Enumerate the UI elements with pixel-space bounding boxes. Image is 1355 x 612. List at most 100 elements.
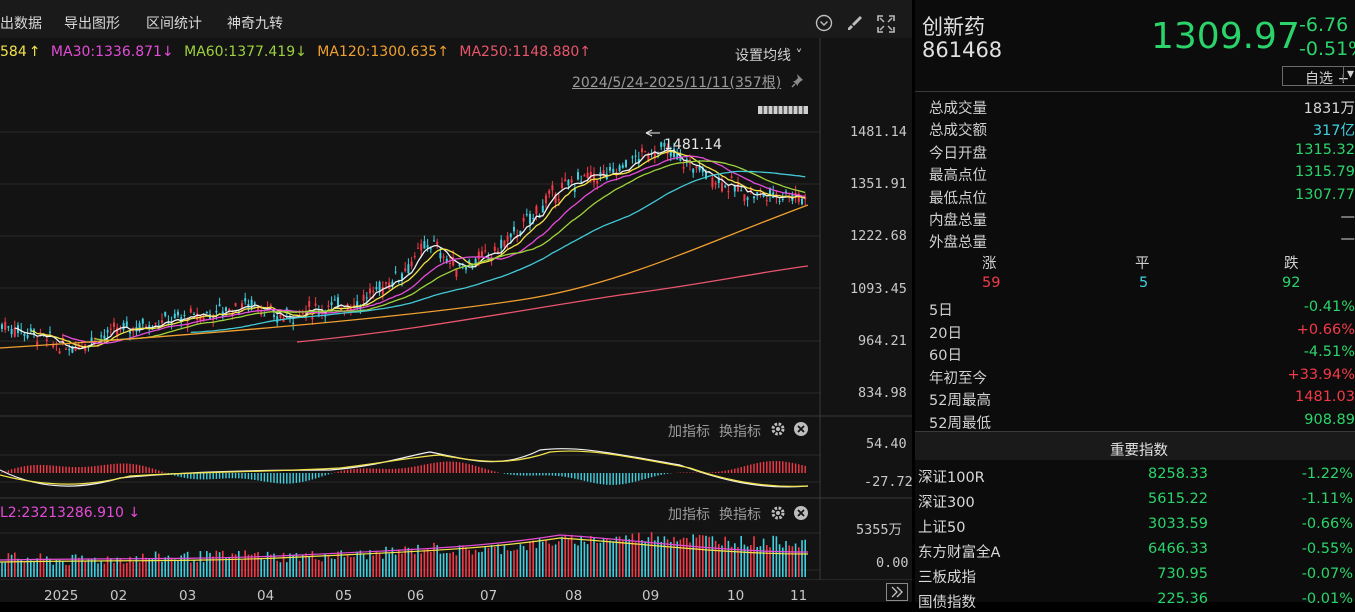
chart-area[interactable]: 出数据 导出图形 区间统计 神奇九转 584↑ MA30:1336.871↓ M…	[0, 0, 912, 602]
candle-body	[436, 242, 438, 245]
index-change-pct: -1.22%	[1302, 466, 1353, 482]
candle-body	[107, 330, 109, 332]
high-marker-label: 1481.14	[664, 137, 722, 153]
candle-body	[548, 191, 550, 194]
candle-body	[449, 263, 451, 264]
volume-close-icon[interactable]	[793, 505, 809, 521]
volume-axis-tick: 5355万	[856, 518, 902, 538]
candle-body	[641, 148, 643, 152]
period-return-row: 20日 +0.66%	[915, 319, 1355, 341]
candle-body	[292, 323, 294, 324]
volume-header-value: L2:23213286.910	[0, 505, 124, 521]
volume-settings-gear-icon[interactable]	[770, 505, 786, 521]
index-price: 8258.33	[1148, 466, 1208, 482]
candle-body	[625, 160, 627, 167]
candle-body	[510, 234, 512, 238]
period-label: 20日	[929, 322, 962, 343]
candle-body	[363, 295, 365, 301]
candle-body	[529, 214, 531, 224]
candle-body	[119, 329, 121, 330]
price-axis-tick: 1481.14	[850, 124, 907, 140]
index-change-pct: -0.01%	[1302, 591, 1353, 607]
index-row[interactable]: 国债指数 225.36 -0.01%	[918, 587, 1355, 612]
candle-body	[430, 248, 432, 249]
candle-body	[337, 297, 339, 306]
scroll-right-icon[interactable]	[886, 583, 908, 601]
candle-body	[315, 304, 317, 306]
stat-row: 内盘总量 —	[915, 206, 1355, 228]
volume-header-arrow: ↓	[128, 505, 140, 521]
candle-body	[331, 302, 333, 305]
candle-body	[692, 169, 694, 173]
candle-body	[404, 268, 406, 271]
candle-body	[103, 336, 105, 339]
period-value: -0.41%	[1304, 299, 1355, 315]
candle-body	[721, 183, 723, 191]
index-name: 上证50	[918, 516, 965, 537]
price-axis-tick: 1351.91	[850, 176, 907, 192]
candle-body	[603, 170, 605, 177]
period-label: 52周最低	[929, 412, 991, 433]
index-row[interactable]: 东方财富全A 6466.33 -0.55%	[918, 537, 1355, 562]
candle-body	[420, 244, 422, 251]
volume-add-indicator-button[interactable]: 加指标	[668, 504, 710, 524]
candle-body	[270, 305, 272, 306]
candle-body	[583, 175, 585, 176]
candle-body	[564, 179, 566, 181]
macd-settings-gear-icon[interactable]	[770, 421, 786, 437]
security-code: 861468	[922, 38, 1002, 62]
macd-add-indicator-button[interactable]: 加指标	[668, 421, 710, 441]
candle-body	[369, 289, 371, 294]
candle-body	[571, 179, 573, 182]
security-name: 创新药	[922, 11, 985, 41]
candle-body	[779, 201, 781, 202]
candle-body	[596, 181, 598, 184]
candle-body	[4, 322, 6, 330]
candle-body	[395, 272, 397, 273]
candle-body	[590, 172, 592, 176]
watchlist-dropdown-icon[interactable]: ▾	[1343, 66, 1354, 82]
candle-body	[423, 241, 425, 249]
candle-body	[46, 340, 48, 341]
stat-value: 1831万	[1304, 97, 1355, 118]
candle-body	[753, 196, 755, 198]
candle-body	[443, 256, 445, 257]
index-change-pct: -0.66%	[1302, 516, 1353, 532]
candle-body	[500, 240, 502, 249]
stat-label: 最低点位	[929, 187, 987, 208]
candle-body	[801, 199, 803, 204]
candle-body	[113, 323, 115, 327]
candle-body	[609, 167, 611, 171]
index-row[interactable]: 三板成指 730.95 -0.07%	[918, 562, 1355, 587]
stat-value: 1315.32	[1295, 142, 1355, 158]
stat-label: 总成交量	[929, 97, 987, 118]
candle-body	[644, 151, 646, 152]
candle-body	[100, 335, 102, 336]
index-row[interactable]: 深证100R 8258.33 -1.22%	[918, 462, 1355, 487]
candle-body	[407, 264, 409, 273]
volume-swap-indicator-button[interactable]: 换指标	[719, 504, 761, 524]
candle-body	[484, 250, 486, 251]
index-change-pct: -1.11%	[1302, 491, 1353, 507]
candle-body	[215, 311, 217, 313]
candle-body	[747, 198, 749, 200]
macd-axis-tick: 54.40	[866, 436, 907, 452]
candle-body	[727, 191, 729, 192]
index-row[interactable]: 上证50 3033.59 -0.66%	[918, 512, 1355, 537]
candle-body	[254, 303, 256, 304]
macd-swap-indicator-button[interactable]: 换指标	[719, 421, 761, 441]
index-row[interactable]: 深证300 5615.22 -1.11%	[918, 487, 1355, 512]
candle-body	[545, 196, 547, 204]
macd-close-icon[interactable]	[793, 421, 809, 437]
add-watchlist-button[interactable]: 自选 + ▾	[1282, 66, 1355, 86]
candle-body	[196, 314, 198, 320]
ma10-line	[31, 151, 805, 347]
candle-body	[766, 200, 768, 201]
candle-body	[379, 282, 381, 290]
candle-body	[740, 190, 742, 191]
candle-body	[417, 248, 419, 249]
candle-body	[347, 304, 349, 310]
candle-body	[731, 176, 733, 178]
ma5-line	[15, 150, 805, 349]
stat-row: 总成交额 317亿	[915, 116, 1355, 138]
